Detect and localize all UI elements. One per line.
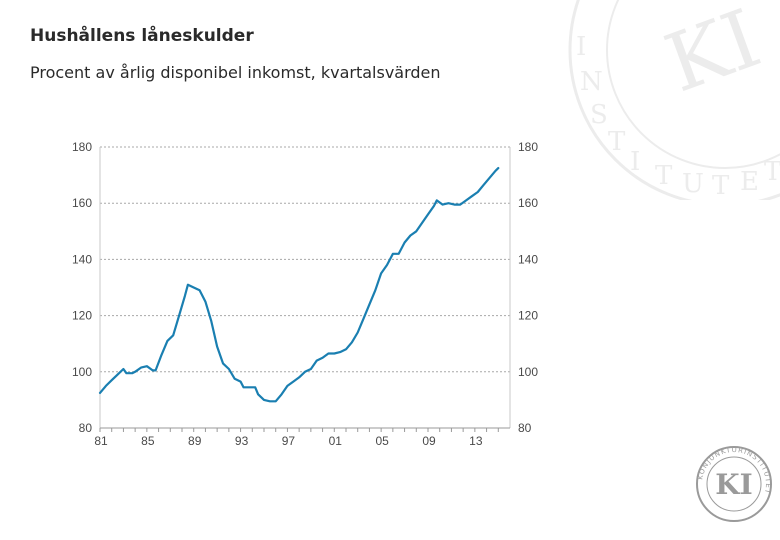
x-tick-label: 05 [375, 434, 389, 448]
chart-subtitle: Procent av årlig disponibel inkomst, kva… [30, 63, 441, 82]
x-tick-label: 89 [188, 434, 202, 448]
y-tick-label-right: 160 [518, 196, 538, 210]
x-tick-label: 81 [94, 434, 108, 448]
x-tick-label: 97 [282, 434, 296, 448]
x-tick-label: 93 [235, 434, 249, 448]
chart-title: Hushållens låneskulder [30, 26, 254, 46]
y-tick-label-right: 80 [518, 421, 532, 435]
x-axis: 81 85 89 93 97 01 05 09 13 [94, 428, 499, 448]
plot-area [98, 167, 500, 403]
y-tick-label-left: 120 [72, 309, 92, 323]
y-tick-label-left: 80 [79, 421, 93, 435]
x-tick-label: 09 [422, 434, 436, 448]
x-tick-label: 85 [141, 434, 155, 448]
x-tick-label: 13 [469, 434, 483, 448]
y-axis-left: 180 160 140 120 100 80 [72, 140, 92, 435]
x-tick-label: 01 [329, 434, 343, 448]
y-axis-right: 180 160 140 120 100 80 [518, 140, 538, 435]
gridlines [99, 146, 511, 429]
y-tick-label-left: 140 [72, 252, 92, 266]
y-tick-label-right: 100 [518, 365, 538, 379]
y-tick-label-right: 140 [518, 252, 538, 266]
series-line [98, 167, 500, 403]
y-tick-label-right: 120 [518, 309, 538, 323]
y-tick-label-right: 180 [518, 140, 538, 154]
y-tick-label-left: 180 [72, 140, 92, 154]
y-tick-label-left: 160 [72, 196, 92, 210]
y-tick-label-left: 100 [72, 365, 92, 379]
